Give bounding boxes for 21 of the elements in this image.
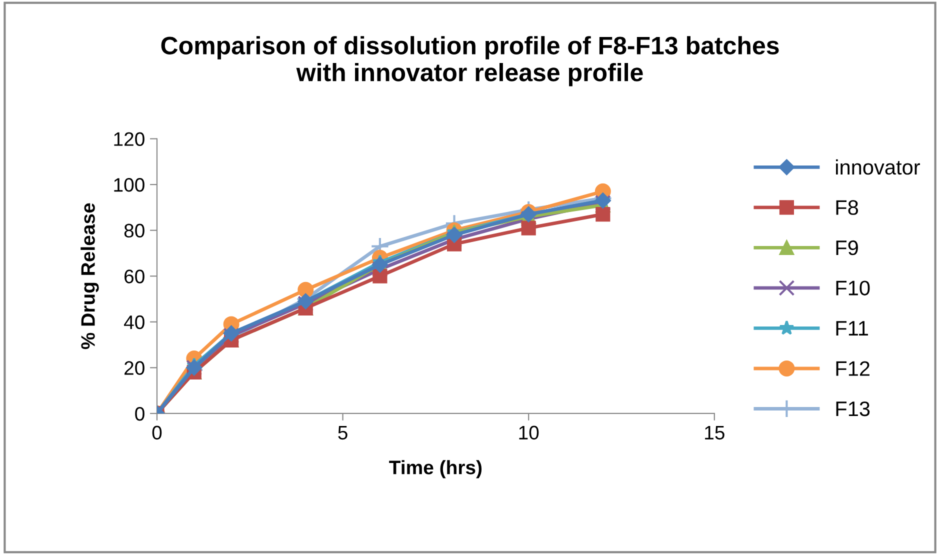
legend-label: F9	[836, 240, 858, 256]
y-tick-label: 120	[114, 132, 144, 146]
x-tick-label: 10	[519, 426, 539, 440]
x-tick-label: 0	[152, 426, 162, 440]
y-tick-label: 40	[124, 315, 144, 330]
y-tick-label: 80	[124, 224, 144, 238]
legend-label: F11	[836, 321, 868, 336]
y-tick-label: 100	[114, 178, 144, 192]
x-tick-label: 5	[338, 426, 348, 440]
y-tick-label: 60	[124, 270, 144, 284]
y-tick-label: 20	[124, 361, 144, 375]
y-tick-label: 0	[135, 406, 144, 421]
legend-label: F10	[836, 280, 870, 296]
x-axis-title: Time (hrs)	[389, 460, 482, 478]
x-tick-label: 15	[705, 426, 724, 440]
legend-label: F12	[836, 361, 870, 376]
legend-label: F8	[836, 200, 858, 215]
legend-label: innovator	[836, 159, 920, 175]
chart-title: Comparison of dissolution profile of F8-F13 batches with innovator release profile	[161, 36, 779, 86]
legend-label: F13	[836, 401, 870, 416]
y-axis-title: % Drug Release	[80, 203, 99, 350]
